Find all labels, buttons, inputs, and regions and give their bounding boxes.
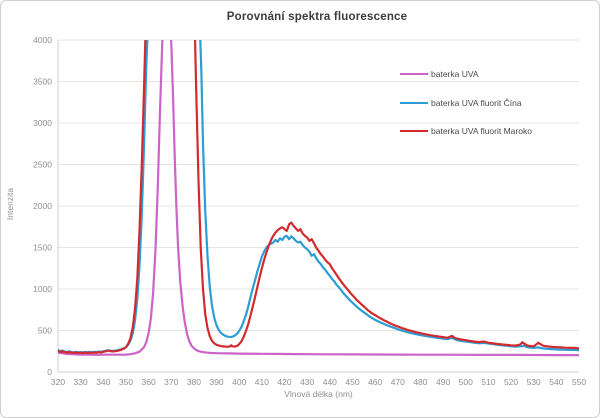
x-tick-label-390: 390 [209,377,223,387]
x-tick-label-340: 340 [96,377,110,387]
x-tick-label-360: 360 [142,377,156,387]
y-tick-label-500: 500 [38,326,52,336]
x-tick-label-370: 370 [164,377,178,387]
x-tick-label-530: 530 [527,377,541,387]
x-tick-label-470: 470 [391,377,405,387]
y-tick-label-1000: 1000 [33,284,52,294]
y-tick-label-3500: 3500 [33,77,52,87]
x-tick-label-350: 350 [119,377,133,387]
x-tick-label-410: 410 [255,377,269,387]
x-tick-label-420: 420 [277,377,291,387]
legend-swatch-line [400,101,428,104]
x-tick-label-450: 450 [345,377,359,387]
y-tick-label-0: 0 [47,367,52,377]
x-tick-label-480: 480 [413,377,427,387]
x-tick-label-380: 380 [187,377,201,387]
series-line-0 [58,40,579,357]
series-line-2 [58,40,579,355]
chart-title: Porovnání spektra fluorescence [226,11,408,23]
y-tick-label-2500: 2500 [33,160,52,170]
x-tick-label-320: 320 [51,377,65,387]
x-tick-label-500: 500 [459,377,473,387]
x-tick-label-400: 400 [232,377,246,387]
x-axis-title: Vlnová délka (nm) [284,389,353,399]
x-tick-label-330: 330 [74,377,88,387]
x-tick-label-490: 490 [436,377,450,387]
legend-swatch-line [400,73,428,75]
legend-swatch-line [400,130,428,132]
y-tick-label-2000: 2000 [33,201,52,211]
legend-label: baterka UVA fluorit Maroko [431,126,532,136]
legend-label: baterka UVA fluorit Čína [431,97,522,108]
legend: baterka UVA baterka UVA fluorit Čína bater… [400,68,532,154]
legend-item-1: baterka UVA fluorit Čína [400,97,532,109]
x-tick-label-440: 440 [323,377,337,387]
x-tick-label-460: 460 [368,377,382,387]
x-tick-label-430: 430 [300,377,314,387]
legend-item-0: baterka UVA [400,68,532,80]
y-tick-label-1500: 1500 [33,243,52,253]
y-tick-label-4000: 4000 [33,35,52,45]
y-tick-label-3000: 3000 [33,118,52,128]
x-tick-label-550: 550 [572,377,586,387]
legend-label: baterka UVA [431,69,479,79]
x-tick-label-520: 520 [504,377,518,387]
x-tick-label-510: 510 [481,377,495,387]
x-tick-label-540: 540 [549,377,563,387]
legend-item-2: baterka UVA fluorit Maroko [400,125,532,137]
